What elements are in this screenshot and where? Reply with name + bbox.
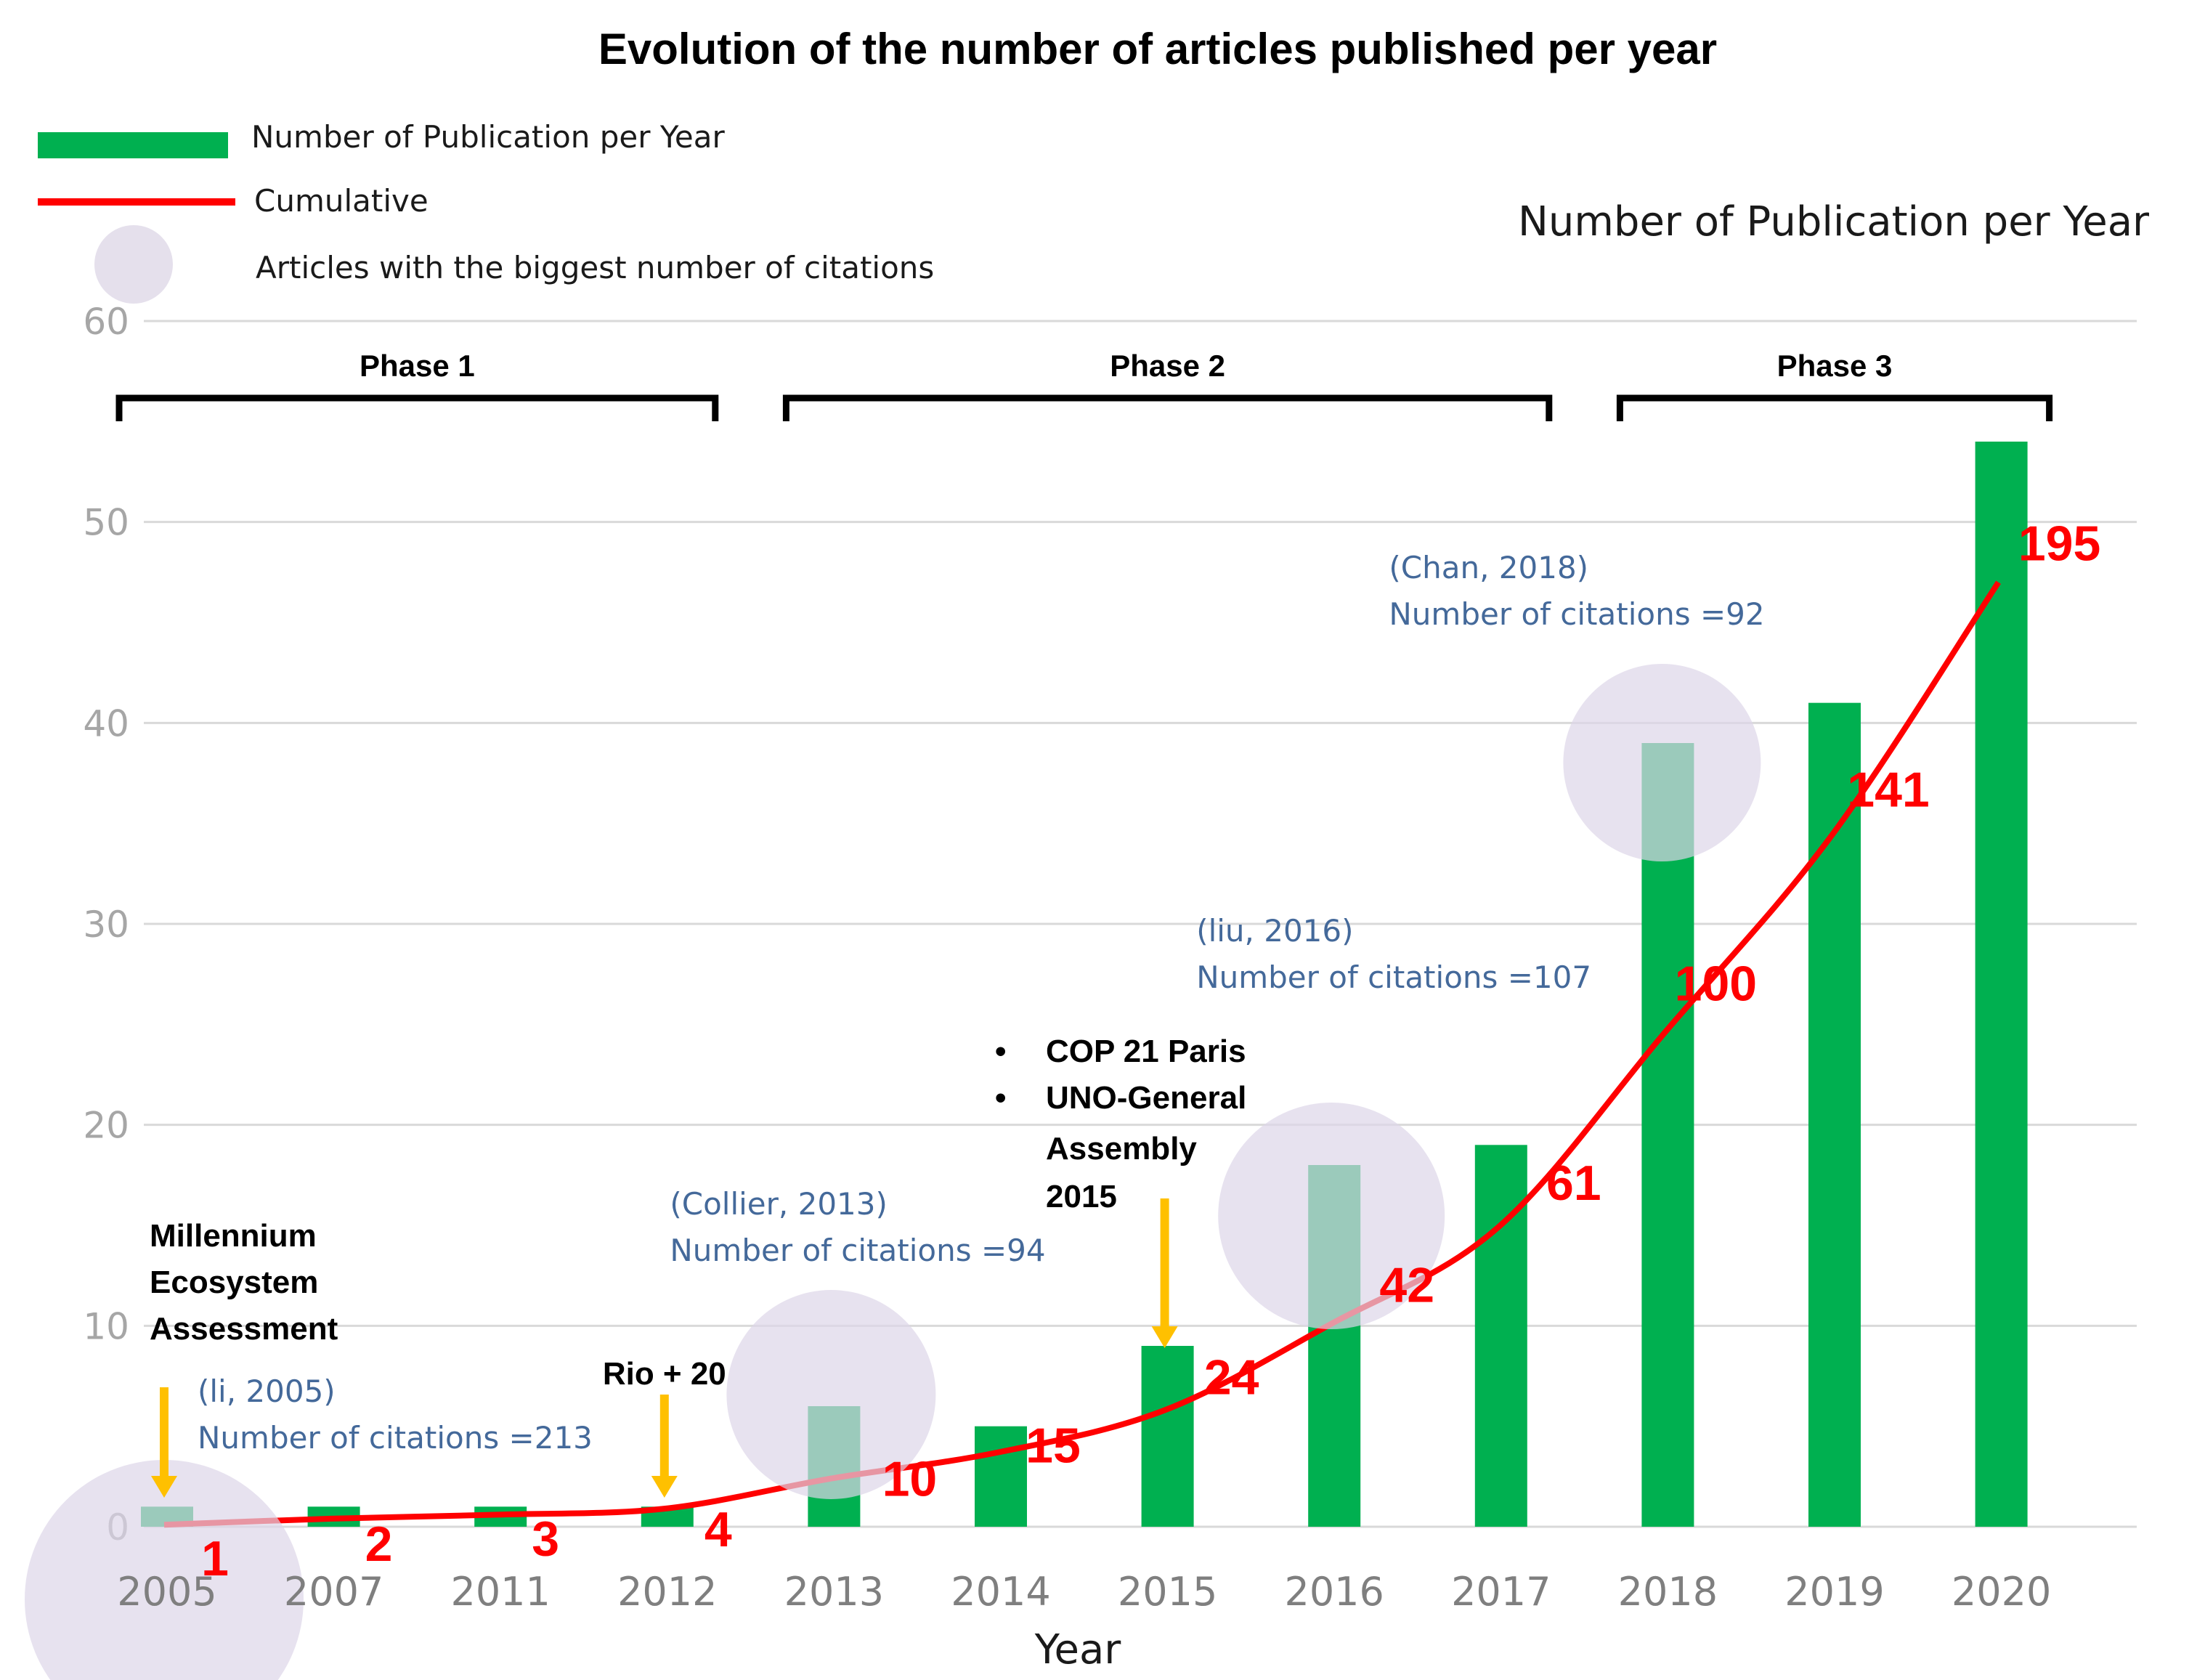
citation-circle-2018 bbox=[1563, 664, 1761, 861]
legend-circle-swatch bbox=[94, 225, 173, 304]
bars bbox=[141, 442, 2028, 1527]
citation-circle-2016 bbox=[1218, 1103, 1445, 1329]
citation-count-2005: Number of citations =213 bbox=[198, 1420, 593, 1456]
cumulative-label-2017: 61 bbox=[1546, 1156, 1601, 1211]
x-tick-2019: 2019 bbox=[1784, 1569, 1884, 1615]
citation-ref-2018: (Chan, 2018) bbox=[1389, 550, 1588, 585]
x-tick-2017: 2017 bbox=[1451, 1569, 1551, 1615]
x-ticks: 2005 2007 2011 2012 2013 2014 2015 2016 2017 2018… bbox=[117, 1569, 2051, 1615]
citation-ref-2016: (liu, 2016) bbox=[1196, 913, 1353, 949]
cumulative-label-2020: 195 bbox=[2018, 516, 2100, 572]
y-tick-20: 20 bbox=[83, 1105, 129, 1147]
legend-label-citations: Articles with the biggest number of cita… bbox=[256, 250, 934, 285]
citation-ref-2013: (Collier, 2013) bbox=[670, 1186, 888, 1222]
citation-circle-2005 bbox=[25, 1460, 304, 1680]
event-label-2012-0: Rio + 20 bbox=[603, 1356, 726, 1392]
events: Millennium Ecosystem Assessment Rio + 20 • CO… bbox=[150, 1034, 1246, 1498]
chart-title: Evolution of the number of articles publ… bbox=[598, 25, 1717, 73]
cumulative-label-2015: 24 bbox=[1204, 1350, 1259, 1405]
event-label-2015-0: COP 21 Paris bbox=[1046, 1034, 1246, 1069]
cumulative-label-2012: 4 bbox=[704, 1502, 732, 1557]
x-tick-2013: 2013 bbox=[784, 1569, 884, 1615]
bar-2015 bbox=[1141, 1346, 1194, 1527]
phase-label-1: Phase 1 bbox=[360, 349, 475, 383]
cumulative-label-2007: 2 bbox=[365, 1517, 393, 1572]
event-bullet-2015-0: • bbox=[995, 1034, 1006, 1069]
phase-bracket-3 bbox=[1616, 394, 2053, 421]
x-tick-2016: 2016 bbox=[1284, 1569, 1384, 1615]
event-arrow-head-2005 bbox=[151, 1476, 177, 1498]
event-bullet-2015-1: • bbox=[995, 1080, 1006, 1116]
event-label-2005-1: Ecosystem bbox=[150, 1265, 318, 1300]
cumulative-label-2014: 15 bbox=[1026, 1419, 1081, 1474]
x-tick-2018: 2018 bbox=[1618, 1569, 1718, 1615]
phase-label-3: Phase 3 bbox=[1777, 349, 1893, 383]
phase-bracket-2 bbox=[782, 394, 1553, 421]
cumulative-label-2018: 100 bbox=[1675, 956, 1757, 1011]
citation-count-2013: Number of citations =94 bbox=[670, 1233, 1045, 1268]
cumulative-label-2019: 141 bbox=[1847, 762, 1929, 817]
citation-circle-2013 bbox=[726, 1290, 936, 1499]
x-axis-title: Year bbox=[1034, 1626, 1122, 1673]
legend-label-cumulative: Cumulative bbox=[254, 183, 429, 219]
bar-2014 bbox=[975, 1426, 1027, 1527]
bar-2020 bbox=[1975, 442, 2028, 1527]
x-tick-2015: 2015 bbox=[1118, 1569, 1217, 1615]
cumulative-label-2011: 3 bbox=[532, 1511, 559, 1566]
event-label-2015-2: Assembly bbox=[1046, 1131, 1197, 1166]
cumulative-label-2005: 1 bbox=[201, 1531, 229, 1586]
event-arrow-head-2015 bbox=[1151, 1326, 1178, 1348]
y-axis-title: Number of Publication per Year bbox=[1518, 198, 2150, 245]
phase-label-2: Phase 2 bbox=[1110, 349, 1225, 383]
event-label-2015-3: 2015 bbox=[1046, 1179, 1117, 1214]
cumulative-line-group bbox=[163, 580, 2001, 1528]
x-tick-2005: 2005 bbox=[117, 1569, 216, 1615]
event-label-2005-0: Millennium bbox=[150, 1218, 317, 1254]
event-arrow-head-2012 bbox=[651, 1476, 678, 1498]
citation-ref-2005: (li, 2005) bbox=[198, 1373, 336, 1409]
citation-notes: (li, 2005) Number of citations =213 (Colli… bbox=[198, 550, 1765, 1456]
citation-count-2018: Number of citations =92 bbox=[1389, 596, 1764, 632]
cumulative-labels: 1 2 3 4 10 15 24 42 61 100 141 195 bbox=[201, 516, 2100, 1587]
phase-bracket-1 bbox=[115, 394, 719, 421]
y-tick-50: 50 bbox=[83, 502, 129, 544]
event-label-2005-2: Assessment bbox=[150, 1311, 338, 1347]
citation-count-2016: Number of citations =107 bbox=[1196, 959, 1591, 995]
x-tick-2011: 2011 bbox=[450, 1569, 550, 1615]
legend-label-bars: Number of Publication per Year bbox=[251, 119, 726, 155]
y-tick-10: 10 bbox=[83, 1305, 129, 1347]
bar-2018 bbox=[1641, 743, 1694, 1527]
y-tick-30: 30 bbox=[83, 904, 129, 946]
bar-2019 bbox=[1808, 702, 1861, 1527]
y-tick-40: 40 bbox=[83, 702, 129, 744]
cumulative-label-2013: 10 bbox=[882, 1452, 938, 1507]
cumulative-label-2016: 42 bbox=[1379, 1258, 1434, 1313]
x-tick-2020: 2020 bbox=[1952, 1569, 2051, 1615]
phases: Phase 1 Phase 2 Phase 3 bbox=[115, 349, 2053, 421]
x-tick-2014: 2014 bbox=[951, 1569, 1050, 1615]
legend: Number of Publication per Year Cumulativ… bbox=[38, 119, 934, 304]
x-tick-2007: 2007 bbox=[284, 1569, 383, 1615]
event-label-2015-1: UNO-General bbox=[1046, 1080, 1246, 1116]
legend-bar-swatch bbox=[38, 132, 228, 158]
x-tick-2012: 2012 bbox=[617, 1569, 717, 1615]
bar-2017 bbox=[1474, 1145, 1527, 1527]
y-tick-60: 60 bbox=[83, 301, 129, 343]
citation-circles bbox=[25, 664, 1761, 1680]
cumulative-line bbox=[163, 580, 2001, 1528]
y-ticks: 0102030405060 bbox=[83, 301, 129, 1549]
